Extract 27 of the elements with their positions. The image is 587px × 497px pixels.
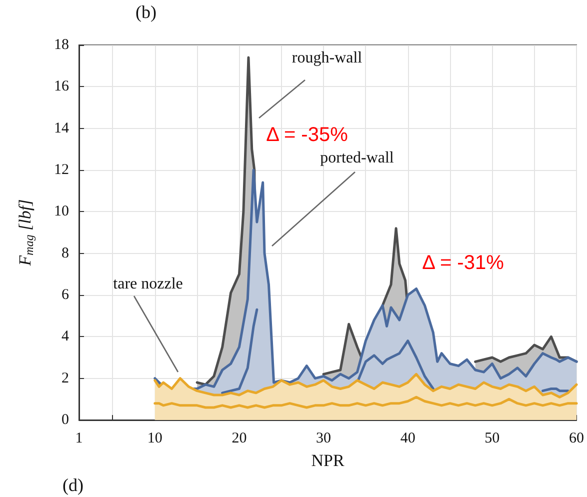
y-tick-label: 18	[54, 37, 69, 53]
annotation: Δ = -35%	[266, 124, 348, 146]
y-tick-label: 10	[54, 204, 69, 220]
annotation: Δ = -31%	[422, 252, 504, 274]
y-tick-label: 14	[54, 120, 70, 136]
annotation: tare nozzle	[113, 276, 183, 292]
y-tick-label: 12	[54, 162, 69, 178]
x-tick-label: 40	[400, 430, 416, 446]
x-tick-label: 30	[316, 430, 332, 446]
y-tick-label: 0	[62, 412, 69, 428]
x-tick-label: 20	[232, 430, 247, 446]
annotation: rough-wall	[292, 50, 363, 66]
y-tick-label: 6	[62, 287, 70, 303]
x-tick-label: 60	[569, 430, 584, 446]
text: (b)	[136, 2, 156, 22]
x-tick-label: 10	[147, 430, 162, 446]
line-series	[154, 396, 578, 409]
y-tick-label: 4	[62, 328, 70, 345]
x-axis-title: NPR	[311, 451, 345, 470]
y-axis-title: Fmag [lbf]	[16, 199, 36, 267]
y-tick-label: 16	[54, 78, 70, 95]
annotation: ported-wall	[320, 150, 394, 166]
x-tick-label: 50	[484, 430, 500, 446]
y-tick-label: 2	[62, 370, 69, 386]
text: (d)	[62, 475, 84, 495]
y-tick-label: 8	[62, 245, 69, 262]
x-tick-label: 1	[75, 430, 83, 446]
